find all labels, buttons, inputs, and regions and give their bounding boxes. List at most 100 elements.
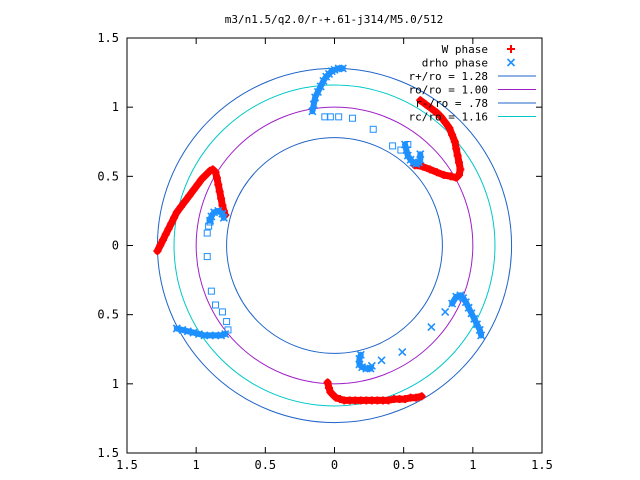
x-tick-label: 0.5	[254, 458, 276, 472]
w-phase-point	[432, 168, 441, 177]
drho-phase-point	[210, 208, 219, 217]
w-phase-point	[448, 130, 457, 139]
drho-phase-point	[319, 76, 328, 85]
w-phase-point	[441, 118, 450, 127]
drho-square-point	[223, 318, 231, 326]
drho-square-point	[207, 287, 215, 295]
drho-phase-point	[398, 347, 407, 357]
drho-phase-point	[459, 294, 468, 303]
drho-phase-point	[472, 320, 482, 329]
w-phase-point	[153, 247, 162, 256]
w-phase-point	[419, 162, 428, 171]
w-phase-point	[412, 393, 421, 402]
legend-marker	[506, 58, 516, 67]
series-markers	[153, 64, 486, 405]
legend-label: W phase	[442, 43, 488, 56]
w-phase-point	[170, 213, 179, 222]
w-phase-point	[427, 104, 436, 113]
legend-label: drho phase	[422, 57, 488, 70]
w-phase-point	[172, 208, 181, 217]
w-phase-point	[211, 168, 220, 177]
legend-label: r-/ro = .78	[415, 97, 488, 110]
drho-phase-point	[367, 361, 376, 370]
drho-square-point	[212, 301, 220, 309]
w-phase-point	[158, 235, 167, 244]
w-phase-point	[455, 158, 463, 167]
y-tick-label: 1.5	[97, 31, 119, 45]
drho-phase-point	[416, 150, 425, 159]
y-tick-label: 1	[112, 100, 119, 114]
drho-phase-point	[377, 356, 386, 365]
w-phase-point	[218, 201, 227, 210]
drho-square-point	[218, 308, 226, 316]
w-phase-point	[201, 170, 210, 179]
drho-square-point	[326, 113, 334, 121]
drho-phase-point	[311, 93, 320, 102]
drho-phase-point	[467, 309, 476, 318]
w-phase-point	[197, 175, 206, 184]
w-phase-point	[452, 173, 461, 182]
drho-phase-point	[221, 329, 230, 339]
w-phase-point	[445, 123, 454, 132]
drho-phase-point	[403, 151, 412, 160]
axes-layer: 1.5 1 0.5 0 0.5 1 1.51.510.500.511.5	[97, 31, 553, 472]
w-phase-point	[164, 224, 173, 233]
w-phase-point	[215, 187, 224, 196]
drho-phase-point	[427, 323, 436, 332]
x-tick-label: 0	[331, 458, 338, 472]
w-phase-point	[193, 180, 202, 189]
reference-circle	[195, 106, 474, 385]
w-phase-point	[453, 151, 462, 160]
x-tick-label: 1.5	[531, 458, 553, 472]
w-phase-point	[217, 194, 226, 203]
drho-phase-point	[316, 82, 325, 91]
w-phase-point	[450, 137, 459, 146]
drho-phase-point	[470, 314, 479, 323]
w-phase-point	[212, 173, 221, 182]
drho-phase-point	[313, 87, 322, 97]
x-tick-label: 1	[193, 458, 200, 472]
x-tick-label: 1	[469, 458, 476, 472]
drho-phase-point	[461, 298, 470, 307]
drho-square-point	[369, 125, 377, 133]
w-phase-point	[384, 396, 393, 405]
w-phase-point	[417, 392, 426, 401]
drho-square-point	[389, 142, 397, 150]
x-tick-label: 0.5	[393, 458, 415, 472]
w-phase-point	[421, 100, 430, 109]
w-phase-point	[336, 395, 345, 404]
w-phase-point	[416, 96, 425, 105]
series-band	[173, 325, 229, 339]
w-phase-point	[185, 191, 194, 200]
legend-marker	[507, 45, 515, 53]
drho-phase-point	[218, 209, 227, 218]
drho-phase-point	[464, 303, 473, 312]
w-phase-point	[456, 165, 465, 174]
reference-circle	[226, 137, 443, 354]
y-tick-label: 0	[112, 239, 119, 253]
drho-square-point	[335, 113, 343, 121]
w-phase-point	[176, 202, 185, 211]
w-phase-point	[181, 197, 190, 206]
drho-phase-point	[441, 307, 450, 316]
w-phase-point	[189, 186, 198, 195]
drho-phase-point	[308, 107, 317, 116]
y-tick-label: 1.5	[97, 446, 119, 460]
w-phase-point	[437, 112, 446, 121]
x-tick-label: 1.5	[116, 458, 138, 472]
drho-phase-point	[338, 64, 347, 73]
w-phase-point	[425, 165, 434, 174]
legend-label: r+/ro = 1.28	[409, 70, 488, 83]
drho-phase-point	[448, 299, 457, 308]
w-phase-point	[161, 230, 170, 239]
drho-square-point	[348, 114, 356, 122]
y-tick-label: 1	[112, 377, 119, 391]
y-tick-label: 0.5	[97, 308, 119, 322]
w-phase-point	[452, 144, 461, 153]
drho-square-point	[203, 229, 211, 237]
drho-phase-point	[309, 100, 318, 109]
w-phase-point	[432, 108, 441, 117]
